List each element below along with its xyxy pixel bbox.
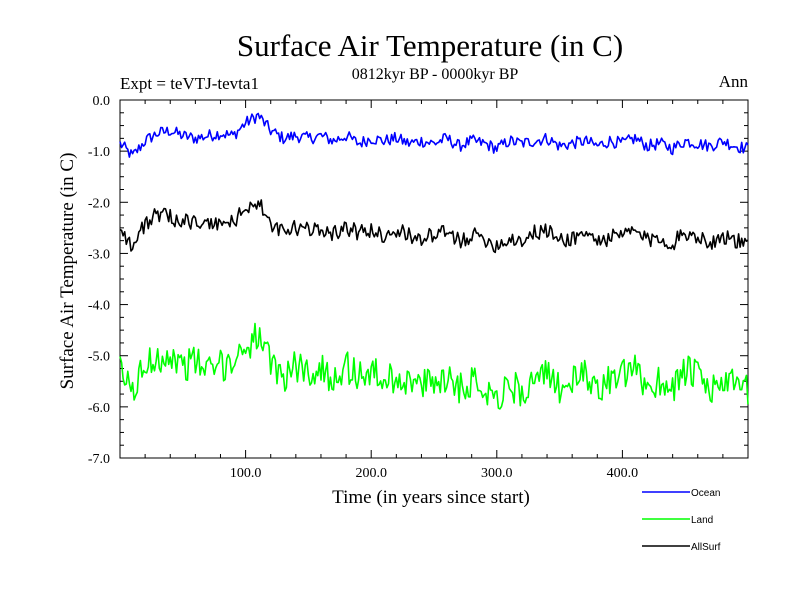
legend-label-allsurf: AllSurf: [691, 542, 721, 553]
x-tick-label: 200.0: [355, 466, 387, 481]
y-tick-label: -2.0: [88, 196, 110, 211]
y-tick-label: -6.0: [88, 401, 110, 416]
x-tick-label: 400.0: [607, 466, 639, 481]
series-line-ocean: [119, 112, 749, 158]
season-label: Ann: [718, 72, 748, 91]
x-tick-label: 100.0: [230, 466, 262, 481]
y-tick-label: -5.0: [88, 350, 110, 365]
series-line-land: [119, 322, 749, 410]
experiment-label: Expt = teVTJ-tevta1: [120, 74, 259, 93]
legend-label-ocean: Ocean: [691, 488, 720, 499]
y-tick-label: 0.0: [93, 94, 111, 109]
time-range-label: 0812kyr BP - 0000kyr BP: [351, 66, 519, 83]
y-axis-title: Surface Air Temperature (in C): [57, 153, 78, 390]
y-tick-label: -7.0: [88, 452, 110, 467]
x-axis-title: Time (in years since start): [332, 487, 530, 508]
y-tick-label: -1.0: [88, 145, 110, 160]
y-tick-label: -4.0: [88, 299, 110, 314]
chart-title: Surface Air Temperature (in C): [236, 28, 624, 63]
y-tick-label: -3.0: [88, 247, 110, 262]
plot-frame: [119, 99, 749, 459]
x-tick-label: 300.0: [481, 466, 513, 481]
series-line-allsurf: [119, 199, 749, 254]
legend-label-land: Land: [691, 515, 713, 526]
